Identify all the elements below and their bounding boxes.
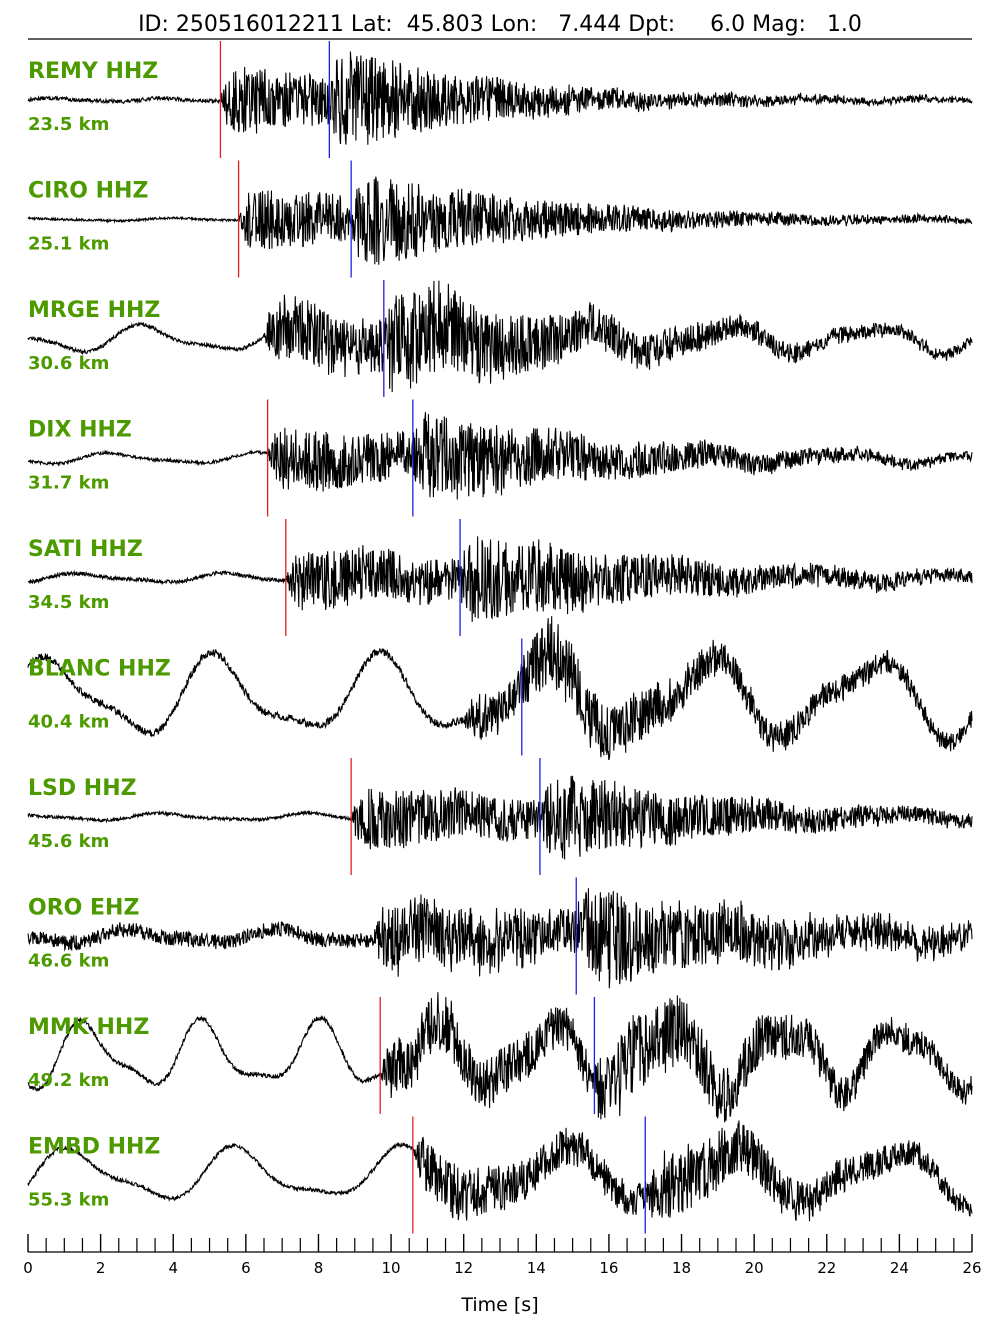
- x-tick-label: 18: [672, 1259, 691, 1277]
- distance-label: 30.6 km: [28, 353, 109, 374]
- x-tick-label: 4: [168, 1259, 178, 1277]
- distance-label: 46.6 km: [28, 951, 109, 972]
- trace-5: BLANC HHZ 40.4 km: [27, 616, 973, 761]
- waveform: [27, 775, 973, 860]
- waveform: [27, 51, 973, 145]
- station-label: REMY HHZ: [28, 59, 158, 84]
- x-tick-label: 12: [454, 1259, 473, 1277]
- trace-0: REMY HHZ 23.5 km: [27, 41, 973, 158]
- waveform: [27, 992, 973, 1123]
- trace-7: ORO EHZ 46.6 km: [27, 877, 973, 995]
- x-tick-label: 26: [962, 1259, 981, 1277]
- x-axis-title: Time [s]: [460, 1294, 538, 1316]
- distance-label: 31.7 km: [28, 473, 109, 494]
- x-tick-label: 20: [745, 1259, 764, 1277]
- station-label: MMK HHZ: [28, 1015, 149, 1040]
- x-tick-label: 0: [23, 1259, 33, 1277]
- trace-panel: REMY HHZ 23.5 km CIRO HHZ 25.1 km MRGE HHZ 30…: [27, 41, 973, 1234]
- event-header: ID: 250516012211 Lat: 45.803 Lon: 7.444 …: [138, 12, 862, 37]
- station-label: LSD HHZ: [28, 776, 137, 801]
- waveform: [27, 536, 973, 622]
- distance-label: 55.3 km: [28, 1190, 109, 1211]
- time-axis: 0 2 4 6 8 10 12 14 16 18 20 22 24 26: [23, 1234, 982, 1277]
- distance-label: 25.1 km: [28, 234, 109, 255]
- station-label: EMBD HHZ: [28, 1135, 160, 1160]
- distance-label: 34.5 km: [28, 592, 109, 613]
- x-tick-label: 14: [527, 1259, 546, 1277]
- trace-3: DIX HHZ 31.7 km: [27, 399, 973, 517]
- trace-2: MRGE HHZ 30.6 km: [27, 280, 973, 397]
- waveform: [27, 412, 973, 500]
- station-label: CIRO HHZ: [28, 179, 148, 204]
- distance-label: 49.2 km: [28, 1070, 109, 1091]
- station-label: DIX HHZ: [28, 418, 132, 443]
- station-label: MRGE HHZ: [28, 298, 160, 323]
- waveform: [27, 1120, 973, 1222]
- distance-label: 40.4 km: [28, 712, 109, 733]
- x-tick-label: 6: [241, 1259, 251, 1277]
- x-tick-label: 16: [599, 1259, 618, 1277]
- station-label: ORO EHZ: [28, 896, 139, 921]
- x-tick-label: 22: [817, 1259, 836, 1277]
- waveform: [27, 888, 973, 989]
- waveform: [27, 616, 973, 761]
- distance-label: 45.6 km: [28, 831, 109, 852]
- x-tick-label: 2: [96, 1259, 106, 1277]
- trace-4: SATI HHZ 34.5 km: [27, 519, 973, 636]
- station-label: BLANC HHZ: [28, 657, 171, 682]
- x-tick-label: 8: [314, 1259, 324, 1277]
- trace-6: LSD HHZ 45.6 km: [27, 758, 973, 875]
- trace-9: EMBD HHZ 55.3 km: [27, 1116, 973, 1234]
- waveform: [27, 176, 973, 265]
- distance-label: 23.5 km: [28, 114, 109, 135]
- trace-1: CIRO HHZ 25.1 km: [27, 160, 973, 278]
- trace-8: MMK HHZ 49.2 km: [27, 992, 973, 1123]
- x-tick-label: 24: [890, 1259, 909, 1277]
- x-tick-label: 10: [382, 1259, 401, 1277]
- station-label: SATI HHZ: [28, 537, 143, 562]
- waveform: [27, 280, 973, 392]
